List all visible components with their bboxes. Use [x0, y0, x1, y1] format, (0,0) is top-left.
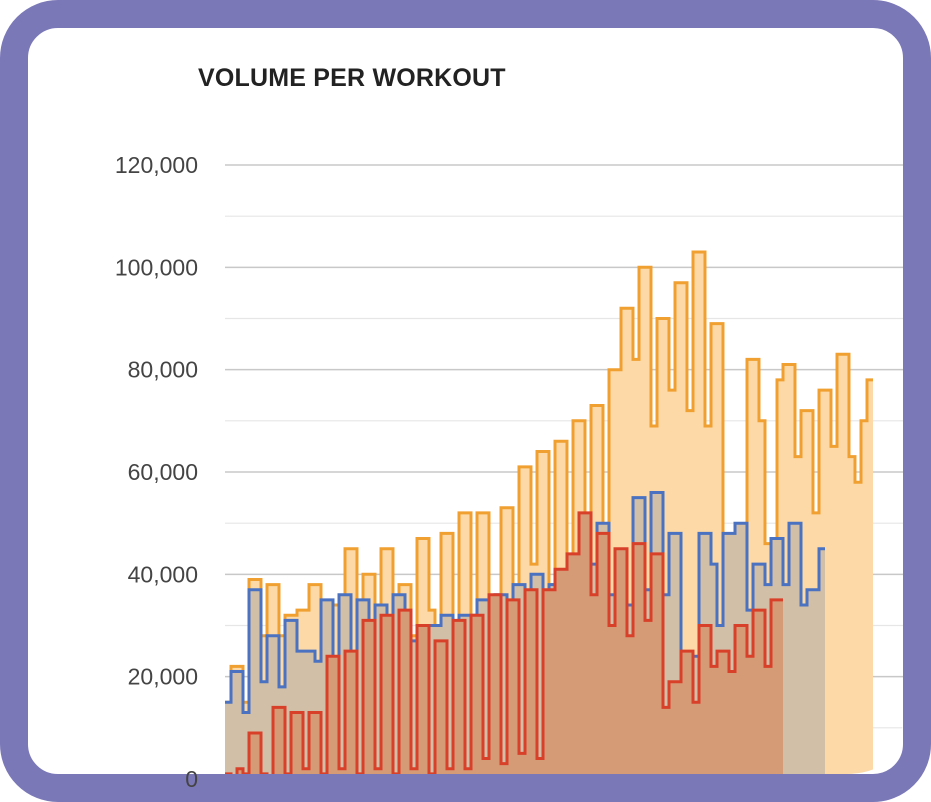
y-tick-label: 100,000	[115, 254, 198, 280]
y-tick-label: 60,000	[128, 459, 198, 485]
y-tick-label: 80,000	[128, 357, 198, 383]
y-tick-label: 20,000	[128, 664, 198, 690]
y-tick-label: 120,000	[115, 152, 198, 178]
y-tick-label: 0	[185, 766, 198, 792]
chart-title: VOLUME PER WORKOUT	[198, 64, 506, 92]
y-tick-label: 40,000	[128, 561, 198, 587]
series-3-line	[225, 511, 783, 774]
